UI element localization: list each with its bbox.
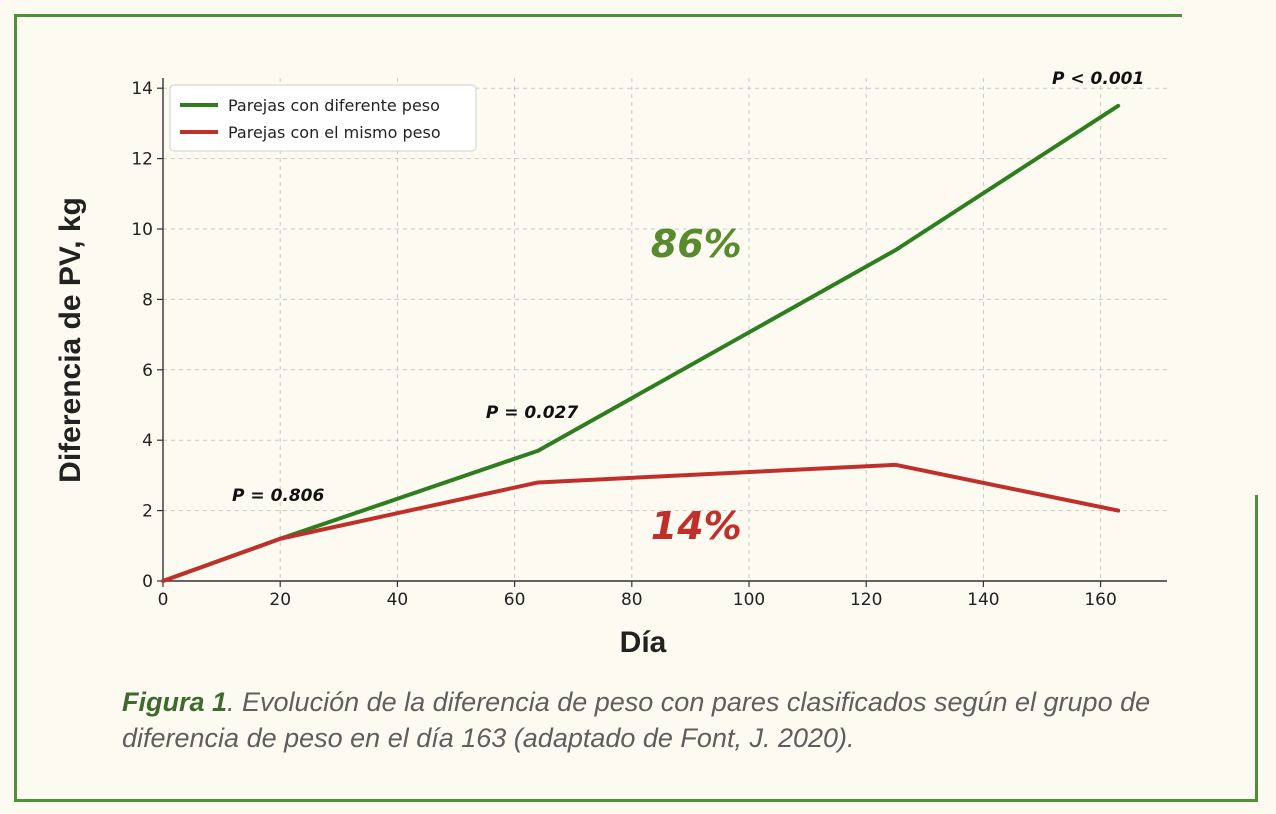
y-axis-title: Diferencia de PV, kg (54, 197, 87, 483)
x-tick-label: 100 (733, 590, 765, 610)
annotation-label: 14% (651, 504, 742, 548)
series-line-2 (161, 462, 1121, 583)
y-tick-label: 6 (142, 361, 153, 381)
annotation-label: 86% (651, 222, 742, 266)
annotation-label: P = 0.806 (232, 486, 324, 506)
frame-left-border (14, 14, 17, 802)
x-tick-label: 20 (269, 590, 291, 610)
legend-label: Parejas con diferente peso (228, 96, 440, 115)
y-tick-label: 12 (131, 150, 153, 170)
tick-labels: 0 20 40 60 80 100 120 140 160 0 2 4 6 8 10 12 14 (131, 79, 1116, 610)
line-chart: 0 20 40 60 80 100 120 140 160 0 2 4 6 8 10 12 14 P = 0.8… (54, 69, 1167, 659)
annotation-label: P < 0.001 (1052, 69, 1144, 89)
y-tick-label: 2 (142, 502, 153, 522)
legend: Parejas con diferente peso Parejas con el… (169, 84, 477, 152)
y-tick-label: 10 (131, 220, 153, 240)
y-tick-label: 0 (142, 572, 153, 592)
y-tick-label: 14 (131, 79, 153, 99)
series-lines (161, 103, 1121, 583)
x-tick-label: 60 (504, 590, 526, 610)
x-tick-label: 120 (850, 590, 882, 610)
x-tick-label: 80 (621, 590, 643, 610)
frame-bottom-border (14, 799, 1258, 802)
y-tick-label: 4 (142, 431, 153, 451)
x-tick-label: 160 (1084, 590, 1116, 610)
series-line-1 (161, 103, 1121, 583)
annotations: P = 0.806 P = 0.027 P < 0.001 86% 14% (232, 69, 1144, 548)
caption-text: . Evolución de la diferencia de peso con… (122, 687, 1151, 753)
y-tick-label: 8 (142, 290, 153, 310)
x-axis-title: Día (620, 626, 667, 659)
x-tick-label: 0 (158, 590, 169, 610)
frame-right-border (1255, 495, 1258, 802)
legend-box (169, 84, 477, 152)
frame-top-border (14, 14, 1182, 17)
annotation-label: P = 0.027 (486, 403, 578, 423)
caption-label: Figura 1 (122, 687, 228, 717)
x-tick-label: 140 (967, 590, 999, 610)
x-tick-label: 40 (387, 590, 409, 610)
legend-label: Parejas con el mismo peso (228, 123, 441, 142)
grid (163, 78, 1167, 581)
figure-caption: Figura 1. Evolución de la diferencia de … (122, 684, 1202, 756)
axes (157, 78, 1167, 587)
